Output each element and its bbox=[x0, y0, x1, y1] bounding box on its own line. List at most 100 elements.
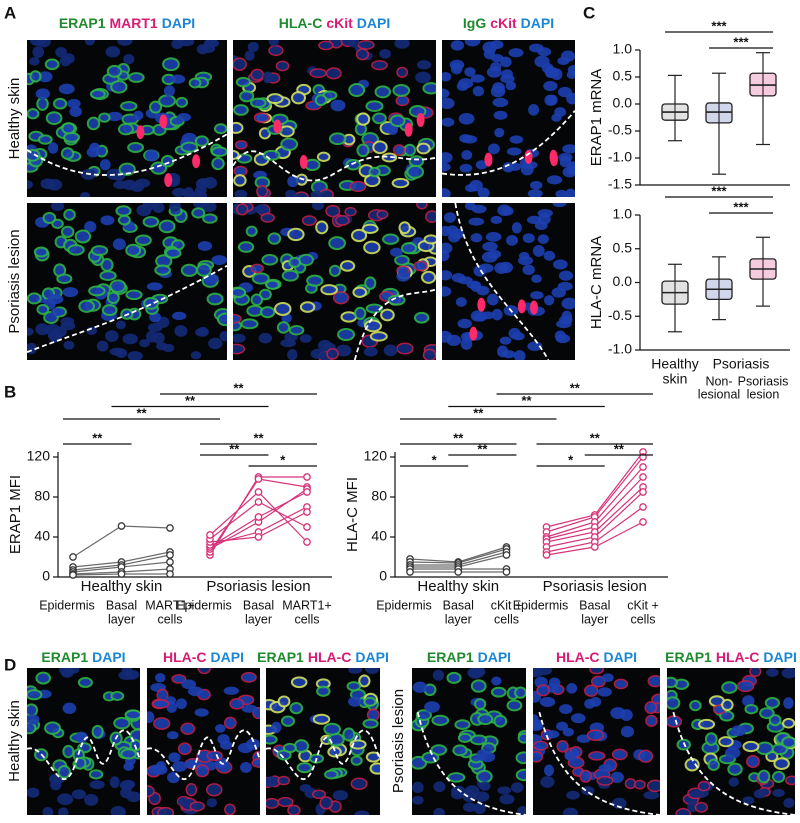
marker-spot bbox=[159, 114, 168, 129]
cell-nucleus bbox=[458, 112, 475, 125]
cell-nucleus bbox=[110, 691, 125, 702]
cell-nucleus bbox=[171, 674, 187, 684]
cell-nucleus bbox=[44, 721, 61, 735]
group-label: Psoriasis bbox=[713, 356, 770, 372]
cell-nucleus bbox=[509, 135, 524, 144]
cell-nucleus bbox=[530, 291, 544, 300]
cell-nucleus bbox=[543, 764, 555, 777]
subject-point bbox=[166, 524, 174, 532]
cell-nucleus bbox=[473, 698, 487, 710]
cell-nucleus bbox=[423, 234, 436, 245]
cell-nucleus bbox=[394, 254, 410, 266]
cell-nucleus bbox=[413, 311, 430, 324]
cell-nucleus bbox=[396, 66, 409, 78]
cell-nucleus bbox=[33, 246, 49, 258]
cell-nucleus bbox=[194, 708, 209, 717]
marker-spot bbox=[484, 152, 493, 167]
cell-nucleus bbox=[125, 289, 143, 301]
cell-nucleus bbox=[486, 293, 499, 306]
cell-nucleus bbox=[266, 734, 278, 745]
cell-nucleus bbox=[233, 287, 247, 299]
cell-nucleus bbox=[318, 40, 334, 51]
image-content bbox=[442, 40, 575, 197]
cell-nucleus bbox=[348, 696, 362, 707]
cell-nucleus bbox=[548, 677, 561, 688]
cell-nucleus bbox=[152, 699, 170, 709]
y-tick-label: 0.0 bbox=[613, 273, 633, 289]
cell-nucleus bbox=[223, 716, 237, 730]
cell-nucleus bbox=[290, 91, 307, 105]
header-word: DAPI bbox=[211, 649, 244, 665]
significance-label: *** bbox=[733, 34, 749, 49]
cell-nucleus bbox=[753, 789, 767, 799]
y-tick-label: -0.5 bbox=[608, 122, 632, 138]
cell-nucleus bbox=[332, 790, 348, 801]
cell-nucleus bbox=[265, 279, 280, 290]
cell-nucleus bbox=[515, 751, 526, 765]
cell-nucleus bbox=[558, 270, 574, 281]
cell-nucleus bbox=[293, 739, 310, 754]
cell-nucleus bbox=[316, 685, 331, 697]
significance-label: ** bbox=[229, 441, 240, 456]
cell-nucleus bbox=[69, 106, 82, 117]
cell-nucleus bbox=[208, 337, 223, 350]
cell-nucleus bbox=[389, 247, 403, 257]
image-content bbox=[667, 668, 795, 815]
cell-nucleus bbox=[250, 68, 265, 81]
significance-label: ** bbox=[253, 430, 264, 445]
cell-nucleus bbox=[288, 256, 301, 268]
cell-nucleus bbox=[401, 242, 417, 255]
cell-nucleus bbox=[533, 740, 549, 751]
cell-nucleus bbox=[89, 780, 105, 790]
cell-nucleus bbox=[473, 265, 487, 277]
cell-nucleus bbox=[349, 180, 367, 193]
y-tick-label: 1.0 bbox=[613, 206, 633, 222]
cell-nucleus bbox=[647, 674, 660, 688]
cell-nucleus bbox=[546, 175, 563, 185]
cell-nucleus bbox=[27, 787, 40, 798]
cell-nucleus bbox=[45, 111, 63, 125]
cell-nucleus bbox=[240, 762, 252, 773]
cell-nucleus bbox=[233, 121, 244, 134]
cell-nucleus bbox=[344, 206, 357, 217]
cell-nucleus bbox=[312, 713, 331, 725]
cell-nucleus bbox=[742, 796, 755, 805]
group-label: Psoriasis lesion bbox=[206, 578, 310, 595]
cell-nucleus bbox=[718, 736, 734, 748]
cell-nucleus bbox=[176, 113, 191, 122]
micrograph bbox=[412, 668, 526, 815]
subject-point bbox=[166, 551, 174, 559]
cell-nucleus bbox=[505, 81, 517, 91]
cell-nucleus bbox=[468, 669, 483, 679]
cell-nucleus bbox=[74, 756, 87, 770]
image-content bbox=[233, 40, 436, 197]
cell-nucleus bbox=[442, 250, 450, 262]
basement-membrane bbox=[147, 729, 260, 781]
cell-nucleus bbox=[280, 339, 297, 348]
image-content bbox=[412, 668, 526, 815]
cell-nucleus bbox=[490, 62, 502, 72]
cell-nucleus bbox=[406, 164, 425, 179]
cell-nucleus bbox=[544, 730, 560, 739]
cell-nucleus bbox=[224, 803, 236, 815]
cell-nucleus bbox=[256, 185, 269, 197]
cell-nucleus bbox=[262, 71, 273, 84]
y-tick-label: 0 bbox=[42, 568, 50, 584]
cell-nucleus bbox=[197, 668, 211, 675]
cell-nucleus bbox=[515, 768, 526, 782]
cell-nucleus bbox=[287, 804, 301, 815]
cell-nucleus bbox=[372, 112, 387, 125]
cell-nucleus bbox=[127, 141, 145, 153]
header-word: DAPI bbox=[355, 649, 388, 665]
cell-nucleus bbox=[158, 219, 176, 234]
cell-nucleus bbox=[132, 110, 144, 121]
cell-nucleus bbox=[551, 287, 566, 298]
subject-line bbox=[72, 525, 171, 558]
cell-nucleus bbox=[694, 801, 709, 813]
cell-nucleus bbox=[299, 334, 312, 343]
image-content bbox=[266, 668, 380, 815]
cell-nucleus bbox=[40, 178, 56, 190]
cell-nucleus bbox=[475, 160, 488, 170]
cell-nucleus bbox=[513, 350, 526, 360]
cell-nucleus bbox=[566, 683, 578, 694]
